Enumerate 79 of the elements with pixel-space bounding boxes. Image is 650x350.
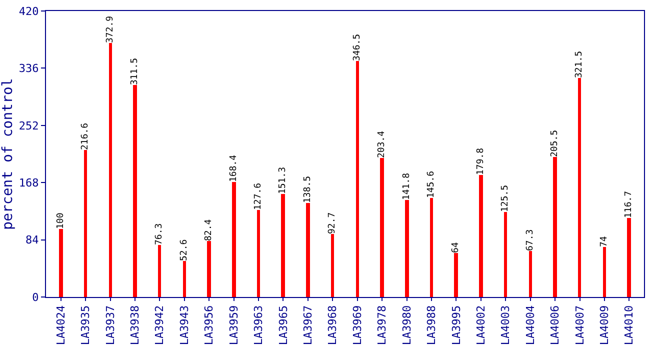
- y-axis-title: percent of control: [0, 78, 16, 230]
- bar: [380, 158, 384, 297]
- bar: [109, 43, 112, 297]
- x-tick-label: LA4002: [474, 305, 488, 346]
- data-label: 92.7: [328, 212, 338, 234]
- bar: [529, 251, 532, 297]
- data-label: 82.4: [204, 219, 214, 241]
- data-label: 100: [56, 212, 66, 229]
- x-tick-label: LA3959: [227, 305, 240, 346]
- bar: [578, 78, 581, 297]
- data-label: 138.5: [303, 176, 313, 203]
- x-tick-label: LA4009: [598, 305, 612, 346]
- data-label: 168.4: [229, 154, 239, 182]
- data-label: 372.9: [106, 16, 116, 43]
- data-label: 205.5: [550, 130, 560, 157]
- x-tick-label: LA3978: [376, 305, 389, 346]
- data-label: 74: [600, 236, 610, 247]
- data-label: 179.8: [476, 148, 486, 175]
- bar: [331, 234, 334, 297]
- data-label: 145.6: [426, 170, 436, 198]
- y-tick-label: 84: [26, 234, 40, 247]
- data-label: 127.6: [254, 182, 264, 210]
- data-label: 321.5: [574, 50, 584, 78]
- x-tick-label: LA3938: [128, 305, 142, 346]
- bar: [627, 218, 631, 297]
- data-label: 346.5: [352, 34, 362, 61]
- y-tick-label: 420: [18, 4, 39, 18]
- bar: [479, 175, 483, 297]
- data-label: 151.3: [278, 166, 288, 194]
- x-tick-label: LA3943: [178, 305, 191, 346]
- bar: [257, 210, 260, 297]
- x-tick-label: LA4024: [54, 305, 68, 346]
- y-tick-label: 336: [18, 62, 39, 76]
- y-tick-label: 252: [18, 119, 39, 132]
- data-label: 64: [451, 242, 461, 253]
- bar: [158, 245, 161, 297]
- bar: [306, 203, 310, 297]
- data-label: 141.8: [402, 172, 412, 200]
- bar: [504, 212, 507, 297]
- x-tick-label: LA3937: [104, 305, 117, 346]
- bar: [207, 241, 211, 297]
- bar: [430, 198, 433, 297]
- data-label: 311.5: [130, 58, 140, 85]
- bar: [281, 194, 285, 297]
- x-tick-label: LA3968: [326, 305, 340, 346]
- bar: [232, 182, 236, 297]
- bar: [405, 200, 409, 297]
- bar: [133, 85, 137, 297]
- bar: [183, 261, 186, 297]
- bar: [84, 150, 87, 297]
- bar: [59, 229, 63, 297]
- x-tick-label: LA4010: [622, 305, 636, 346]
- y-tick-label: 168: [18, 176, 39, 190]
- x-tick-label: LA3935: [79, 305, 92, 346]
- data-label: 76.3: [154, 223, 164, 245]
- data-label: 125.5: [500, 184, 510, 212]
- x-tick-label: LA4006: [548, 305, 562, 346]
- data-label: 116.7: [624, 190, 634, 218]
- x-tick-label: LA3963: [252, 305, 266, 346]
- x-tick-label: LA3956: [202, 305, 216, 346]
- x-tick-label: LA3995: [450, 305, 463, 346]
- data-label: 52.6: [180, 239, 190, 261]
- x-tick-label: LA4004: [524, 305, 537, 346]
- data-label: 67.3: [526, 229, 536, 251]
- y-tick-label: 0: [32, 290, 39, 304]
- x-tick-label: LA4003: [499, 305, 512, 346]
- data-label: 203.4: [377, 130, 387, 158]
- x-tick-label: LA3965: [276, 305, 290, 346]
- x-tick-label: LA4007: [573, 305, 586, 346]
- bar: [553, 157, 557, 297]
- x-tick-label: LA3942: [153, 305, 166, 346]
- bar: [356, 61, 359, 297]
- data-label: 216.6: [80, 122, 90, 150]
- x-tick-label: LA3969: [350, 305, 364, 346]
- x-tick-label: LA3988: [425, 305, 438, 346]
- bar: [603, 247, 606, 297]
- x-tick-label: LA3980: [400, 305, 414, 346]
- bar: [454, 253, 458, 297]
- x-tick-label: LA3967: [302, 305, 315, 346]
